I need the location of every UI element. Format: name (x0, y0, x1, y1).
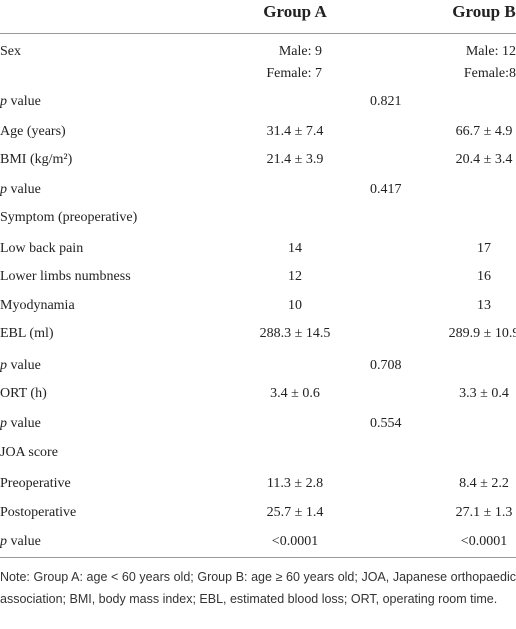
row-label: EBL (ml) (0, 326, 54, 341)
group-value: 10 (288, 298, 302, 313)
table-note: Note: Group A: age < 60 years old; Group… (0, 570, 516, 606)
group-value: 289.9 ± 10.9 (448, 326, 516, 341)
row-label: p value (0, 182, 41, 197)
row-label: Postoperative (0, 505, 77, 520)
row-label: ORT (h) (0, 386, 47, 401)
row-label: p value (0, 534, 41, 549)
row-label: Sex (0, 44, 21, 59)
column-header: Group A (263, 2, 327, 21)
group-value: 288.3 ± 14.5 (259, 326, 331, 341)
row-label: Myodynamia (0, 298, 75, 313)
group-value: 17 (477, 241, 491, 256)
row-label: p value (0, 358, 41, 373)
group-value: 3.3 ± 0.4 (459, 386, 509, 401)
group-value: 66.7 ± 4.9 (455, 124, 513, 139)
group-value: Female: 7 (266, 66, 322, 81)
row-label: Low back pain (0, 241, 84, 256)
group-value: <0.0001 (271, 534, 319, 549)
group-value: 21.4 ± 3.9 (266, 152, 324, 167)
group-value: 11.3 ± 2.8 (266, 476, 324, 491)
group-value: Female:8 (463, 66, 516, 81)
group-value: 25.7 ± 1.4 (266, 505, 324, 520)
group-value: 27.1 ± 1.3 (455, 505, 513, 520)
group-value: 14 (288, 241, 302, 256)
row-label: BMI (kg/m²) (0, 152, 73, 167)
footer-rule (0, 557, 516, 558)
row-label: Lower limbs numbness (0, 269, 131, 284)
group-value: 8.4 ± 2.2 (459, 476, 509, 491)
p-value: 0.708 (370, 358, 402, 373)
p-value: 0.554 (370, 416, 402, 431)
p-value: 0.417 (370, 182, 402, 197)
group-value: Male: 9 (278, 44, 322, 59)
p-value: 0.821 (370, 94, 402, 109)
group-value: 12 (288, 269, 302, 284)
column-header: Group B (452, 2, 516, 21)
group-value: Male: 12 (465, 44, 516, 59)
row-label: p value (0, 94, 41, 109)
row-label: Preoperative (0, 476, 71, 491)
group-value: 31.4 ± 7.4 (266, 124, 324, 139)
row-label: Age (years) (0, 124, 66, 139)
row-label: JOA score (0, 445, 58, 460)
group-value: <0.0001 (460, 534, 508, 549)
row-label: p value (0, 416, 41, 431)
group-value: 3.4 ± 0.6 (270, 386, 320, 401)
row-label: Symptom (preoperative) (0, 210, 138, 225)
group-value: 13 (477, 298, 491, 313)
group-value: 16 (477, 269, 491, 284)
group-value: 20.4 ± 3.4 (455, 152, 513, 167)
header-rule (0, 33, 516, 34)
